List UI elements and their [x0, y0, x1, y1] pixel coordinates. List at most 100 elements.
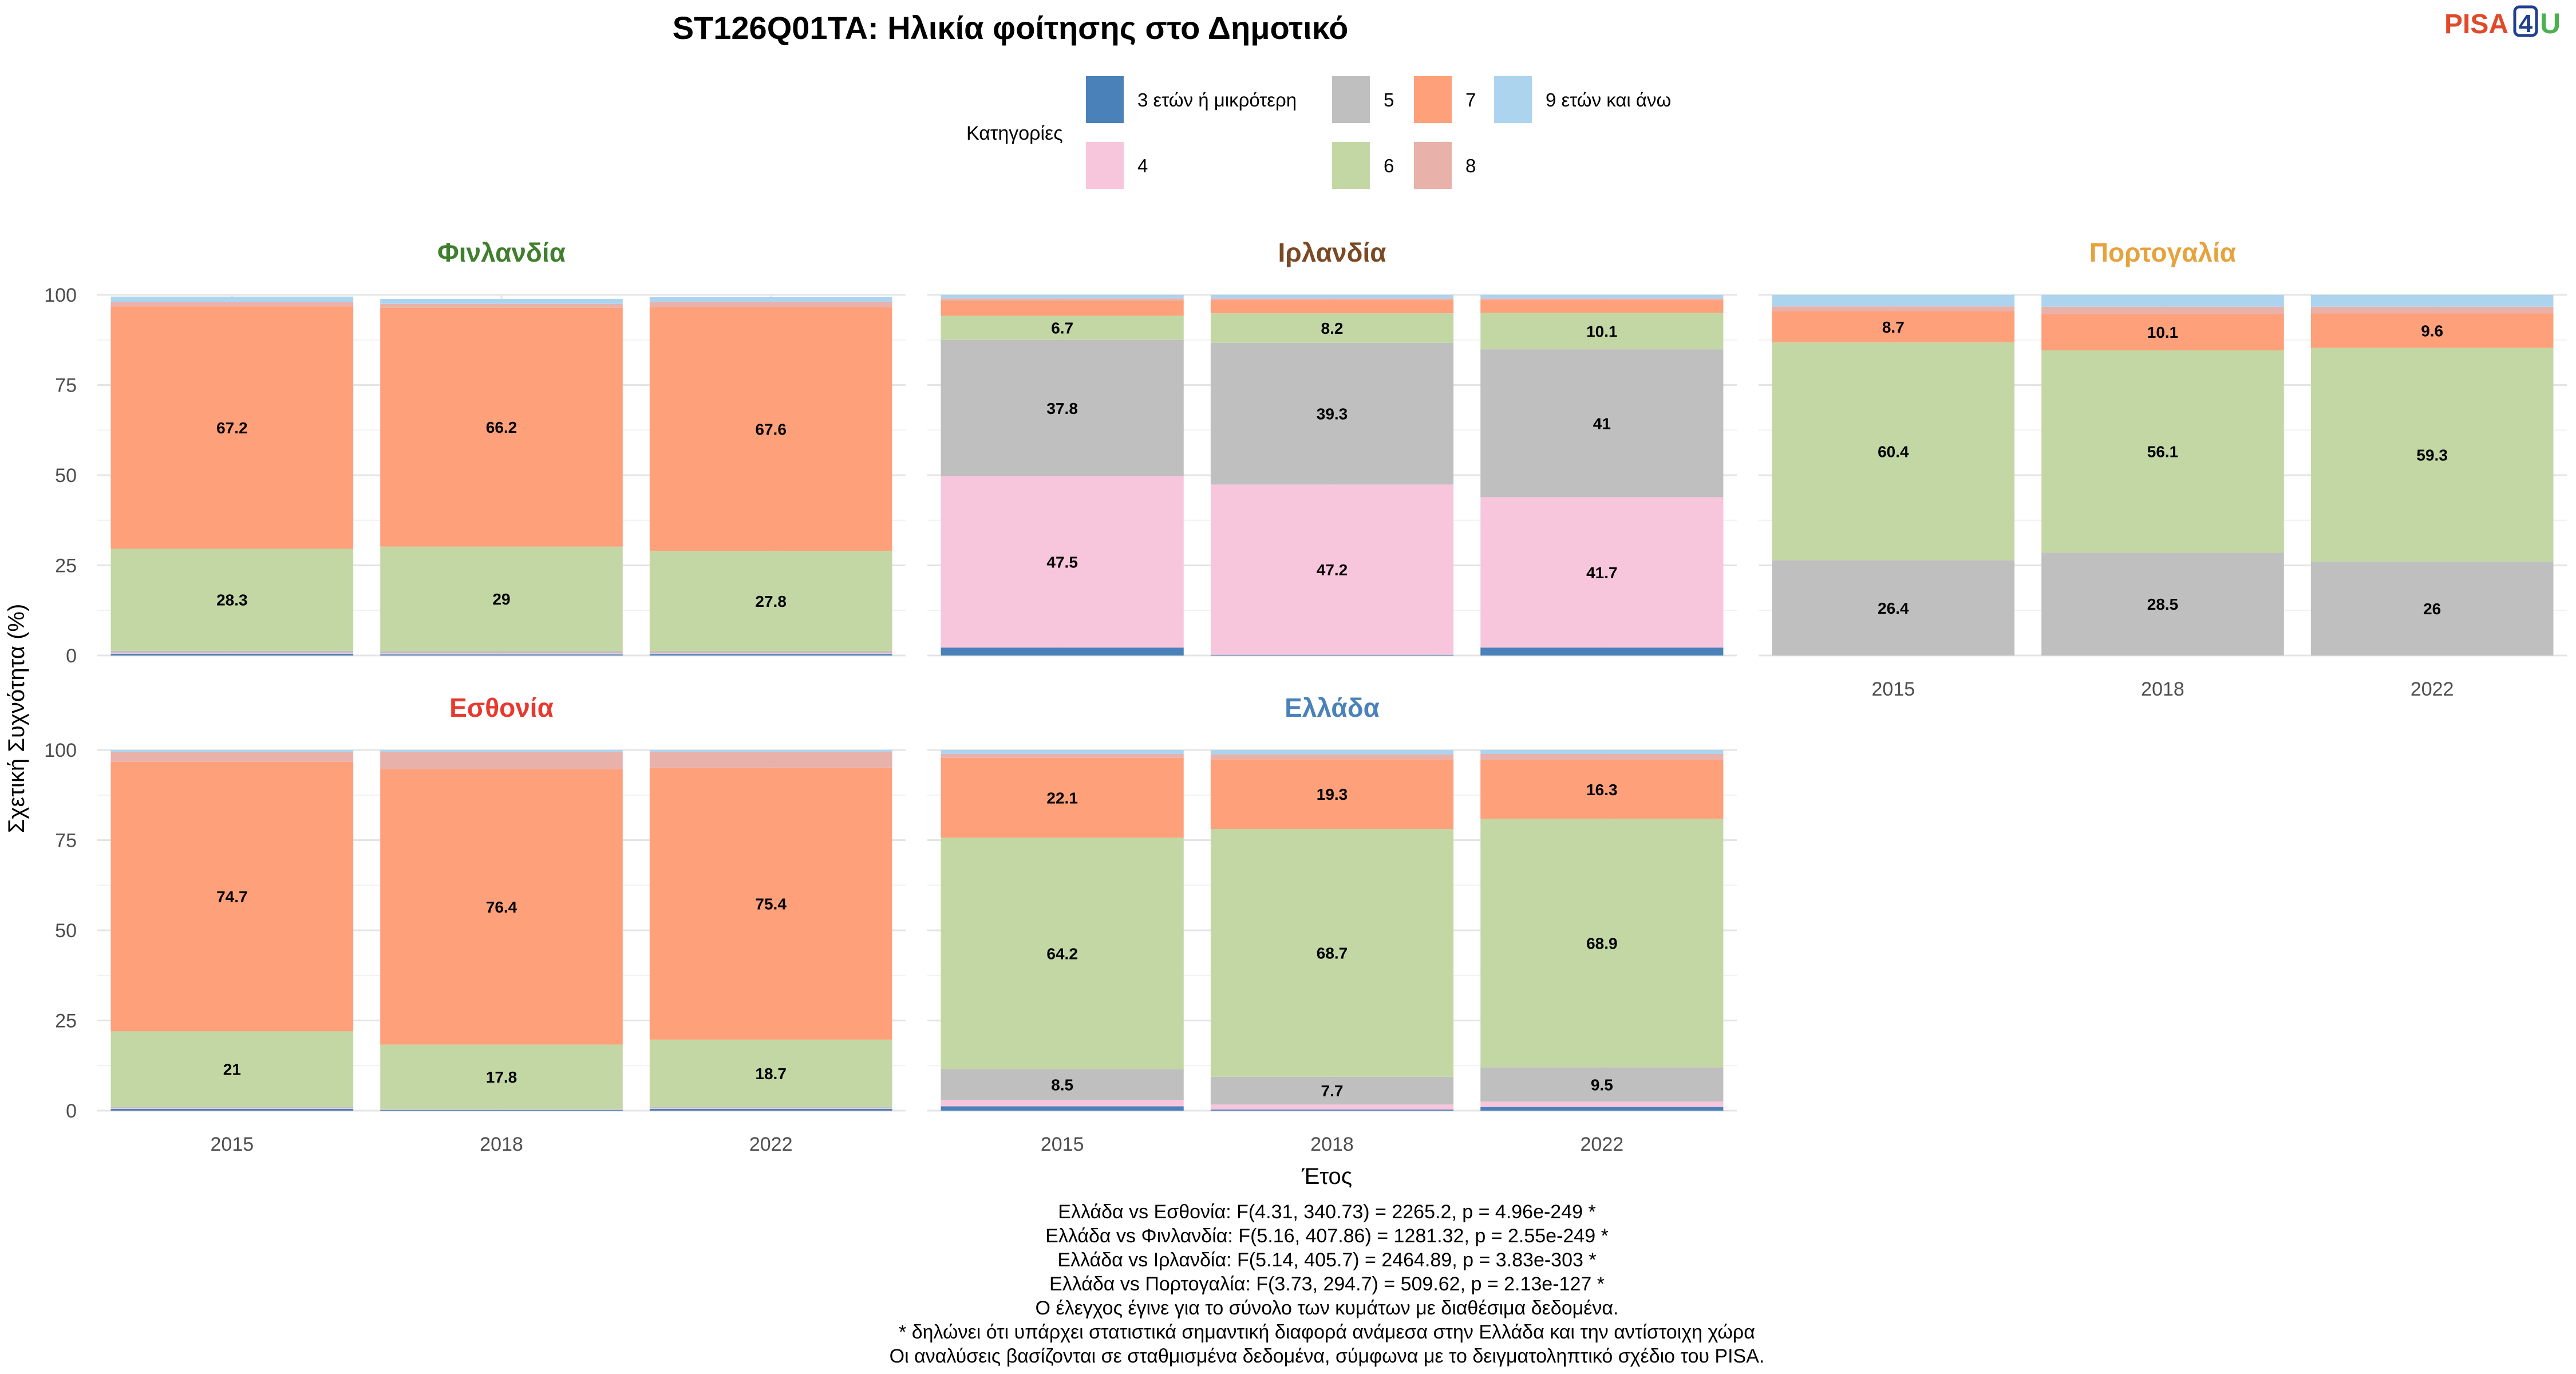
- data-label: 68.7: [1317, 944, 1348, 962]
- data-label: 56.1: [2147, 443, 2179, 461]
- bar-segment-c3: [380, 654, 623, 656]
- legend-swatch-c7: [1414, 76, 1452, 123]
- y-tick-label: 25: [55, 1010, 77, 1032]
- legend-swatch-c5: [1332, 76, 1370, 123]
- bar-segment-c7: [380, 307, 623, 547]
- bar-segment-c6: [1210, 313, 1454, 343]
- data-label: 59.3: [2416, 446, 2448, 464]
- bar-segment-c8: [649, 302, 892, 307]
- data-label: 66.2: [486, 418, 517, 436]
- bar-segment-c4: [941, 1100, 1184, 1107]
- bar-segment-c5: [1480, 1067, 1724, 1102]
- footnote-line: Ελλάδα vs Ιρλανδία: F(5.14, 405.7) = 246…: [1057, 1249, 1596, 1271]
- bar-segment-c3: [1210, 654, 1454, 656]
- legend-label-c6: 6: [1384, 155, 1394, 176]
- bar-segment-c4: [1480, 497, 1724, 648]
- bar-segment-c8: [1210, 298, 1454, 301]
- footnote-line: Οι αναλύσεις βασίζονται σε σταθμισμένα δ…: [890, 1345, 1765, 1367]
- data-label: 7.7: [1321, 1082, 1344, 1100]
- facet-titles: Φινλανδία Ιρλανδία Πορτογαλία Εσθονία Ελλάδα: [437, 238, 2236, 722]
- bar-segment-c8: [941, 753, 1184, 758]
- bar-segment-c7: [1210, 300, 1454, 314]
- bar-segment-c8: [1772, 306, 2015, 311]
- data-label: 9.6: [2421, 322, 2443, 339]
- footnote-line: * δηλώνει ότι υπάρχει στατιστικά σημαντι…: [899, 1321, 1755, 1343]
- bar-segment-c7: [649, 307, 892, 551]
- bar-segment-c5: [649, 651, 892, 653]
- bar-segment-c9: [380, 298, 623, 304]
- bar-segment-c8: [380, 752, 623, 769]
- bar-segment-c5: [1210, 1076, 1454, 1105]
- data-label: 8.5: [1051, 1076, 1073, 1093]
- bar-segment-c4: [941, 476, 1184, 648]
- bar-segment-c5: [110, 650, 354, 653]
- chart-title: ST126Q01TA: Ηλικία φοίτησης στο Δημοτικό: [673, 10, 1349, 46]
- data-label: 37.8: [1046, 400, 1078, 417]
- legend-title: Κατηγορίες: [966, 123, 1063, 144]
- bar-segment-c5: [380, 1108, 623, 1110]
- bar-segment-c3: [649, 654, 892, 656]
- bar-segment-c9: [2041, 295, 2284, 307]
- data-label: 17.8: [486, 1068, 517, 1086]
- legend-label-c3: 3 ετών ή μικρότερη: [1137, 89, 1297, 110]
- bar-segment-c8: [380, 303, 623, 308]
- logo-text-pisa: PISA: [2444, 9, 2508, 40]
- x-tick-label: 2015: [1041, 1134, 1084, 1155]
- bar-segment-c8: [2041, 306, 2284, 314]
- y-tick-label: 100: [44, 285, 77, 306]
- bar-segment-c8: [1480, 298, 1724, 301]
- facet-title: Φινλανδία: [437, 238, 566, 267]
- bar-segment-c5: [2041, 552, 2284, 656]
- legend-swatch-c4: [1086, 142, 1124, 189]
- bar-segment-c4: [380, 653, 623, 655]
- facet-title: Ελλάδα: [1285, 693, 1380, 722]
- data-label: 67.6: [755, 420, 787, 438]
- bar-segment-c3: [941, 1106, 1184, 1111]
- legend-swatch-c3: [1086, 76, 1124, 123]
- data-label: 8.7: [1882, 318, 1905, 336]
- bar-segment-c7: [1480, 760, 1724, 819]
- data-label: 47.5: [1046, 554, 1078, 571]
- bar-segment-c9: [941, 750, 1184, 754]
- y-tick-label: 75: [55, 830, 77, 852]
- data-label: 76.4: [486, 898, 517, 916]
- bar-segment-c6: [2310, 348, 2554, 562]
- bar-segment-c8: [2310, 306, 2554, 314]
- x-tick-label: 2018: [480, 1134, 523, 1155]
- data-label: 60.4: [1878, 443, 1909, 460]
- bar-segment-c7: [1210, 759, 1454, 829]
- bar-segment-c9: [2310, 295, 2554, 307]
- x-tick-label: 2015: [211, 1134, 254, 1155]
- bar-segment-c7: [941, 301, 1184, 316]
- data-label: 8.2: [1321, 319, 1344, 337]
- y-tick-label: 0: [66, 1100, 77, 1122]
- bar-segment-c3: [380, 1110, 623, 1111]
- data-label: 41: [1593, 414, 1611, 432]
- bar-segment-c5: [1210, 342, 1454, 485]
- bar-segment-c6: [649, 551, 892, 652]
- bar-segment-c8: [649, 752, 892, 768]
- x-tick-label: 2022: [2411, 678, 2454, 700]
- data-label: 10.1: [1586, 322, 1618, 340]
- x-tick-label: 2018: [2141, 678, 2184, 700]
- legend-swatch-c6: [1332, 142, 1370, 189]
- bar-segment-c3: [110, 653, 354, 656]
- bar-segment-c4: [1210, 484, 1454, 655]
- bar-segment-c5: [941, 1069, 1184, 1100]
- logo-box: [2513, 5, 2538, 37]
- bar-segment-c7: [2310, 313, 2554, 348]
- data-label: 21: [223, 1061, 241, 1079]
- bar-segment-c4: [1480, 1101, 1724, 1107]
- legend-swatch-c8: [1414, 142, 1452, 189]
- bar-segment-c5: [2310, 562, 2554, 656]
- bar-segment-c9: [110, 750, 354, 752]
- bar-segment-c6: [941, 838, 1184, 1069]
- bar-segment-c8: [110, 302, 354, 307]
- data-label: 41.7: [1586, 564, 1618, 582]
- legend-swatch-c9: [1494, 76, 1532, 123]
- data-label: 67.2: [216, 419, 248, 437]
- bar-segment-c6: [1210, 828, 1454, 1077]
- bar-segment-c5: [1480, 349, 1724, 498]
- data-label: 75.4: [755, 895, 787, 913]
